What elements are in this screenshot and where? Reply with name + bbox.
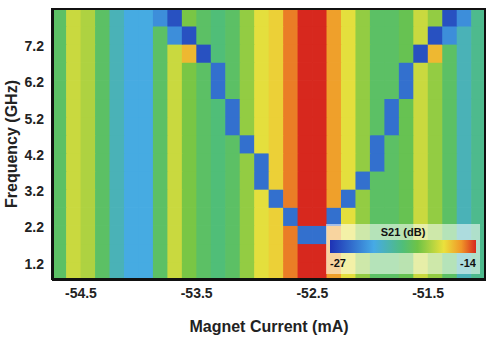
svg-text:4.2: 4.2 (25, 147, 45, 163)
svg-text:6.2: 6.2 (25, 74, 45, 90)
html-text:Frequency (GHz): Frequency (GHz) (3, 80, 20, 208)
svg-text:-51.5: -51.5 (412, 285, 444, 301)
svg-text:-14: -14 (460, 257, 476, 269)
svg-text:5.2: 5.2 (25, 111, 45, 127)
svg-text:-54.5: -54.5 (65, 285, 97, 301)
html-text:S21 (dB): S21 (dB) (380, 226, 426, 238)
svg-text:-53.5: -53.5 (181, 285, 213, 301)
html-text:Magnet Current (mA): Magnet Current (mA) (189, 318, 349, 335)
svg-text:7.2: 7.2 (25, 38, 45, 54)
svg-text:-52.5: -52.5 (296, 285, 328, 301)
svg-text:1.2: 1.2 (25, 256, 45, 272)
svg-text:-27: -27 (330, 257, 346, 269)
svg-text:2.2: 2.2 (25, 219, 45, 235)
svg-text:3.2: 3.2 (25, 183, 45, 199)
